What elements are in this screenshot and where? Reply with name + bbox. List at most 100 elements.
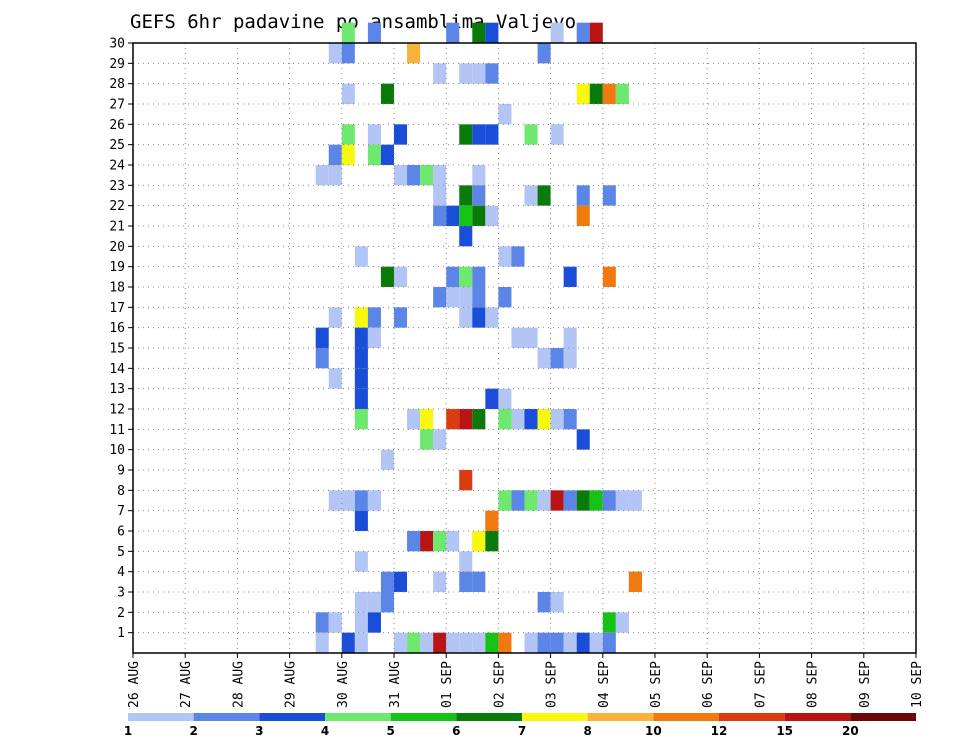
y-tick-label: 25 <box>109 138 125 153</box>
x-tick-label: 04 SEP <box>597 661 612 708</box>
heatmap-cell <box>511 409 525 430</box>
y-tick-label: 13 <box>109 382 125 397</box>
x-tick-label: 07 SEP <box>753 661 768 708</box>
y-tick-label: 22 <box>109 199 125 214</box>
x-tick-label: 01 SEP <box>440 661 455 708</box>
y-tick-label: 8 <box>117 484 125 499</box>
heatmap-cell <box>602 632 616 653</box>
heatmap-cell <box>394 266 408 287</box>
x-tick-label: 10 SEP <box>910 661 925 708</box>
heatmap-cell <box>446 287 460 308</box>
x-axis-ticks: 26 AUG 27 AUG 28 AUG 29 AUG 30 AUG 31 AUG 01 S… <box>127 653 925 708</box>
heatmap-cell <box>563 327 577 348</box>
heatmap-cell <box>367 490 381 511</box>
heatmap-cell <box>459 205 473 226</box>
heatmap-cell <box>576 22 590 43</box>
heatmap-cell <box>550 490 564 511</box>
heatmap-cell <box>354 409 368 430</box>
heatmap-cell <box>550 632 564 653</box>
y-tick-label: 28 <box>109 77 125 92</box>
colorbar-swatch <box>653 713 719 721</box>
heatmap-cell <box>472 409 486 430</box>
heatmap-cell <box>485 22 499 43</box>
heatmap-cell <box>446 531 460 552</box>
heatmap-cell <box>498 409 512 430</box>
heatmap-cell <box>354 388 368 409</box>
heatmap-cell <box>354 490 368 511</box>
heatmap-cell <box>589 22 603 43</box>
colorbar-legend: 1 2 3 4 5 6 7 8 10 12 15 20 <box>124 713 916 738</box>
heatmap-cell <box>380 144 394 165</box>
heatmap-cell <box>367 327 381 348</box>
heatmap-cell <box>615 612 629 633</box>
heatmap-cell <box>485 63 499 84</box>
x-tick-label: 26 AUG <box>127 661 142 708</box>
y-tick-label: 9 <box>117 464 125 479</box>
heatmap-cell <box>380 449 394 470</box>
heatmap-cell <box>472 571 486 592</box>
heatmap-cell <box>420 531 434 552</box>
colorbar-swatch <box>193 713 260 721</box>
heatmap-cell <box>367 612 381 633</box>
heatmap-cell <box>472 63 486 84</box>
heatmap-cell <box>589 632 603 653</box>
heatmap-cell <box>563 490 577 511</box>
heatmap-cell <box>341 144 355 165</box>
heatmap-cell <box>367 592 381 613</box>
heatmap-cell <box>367 22 381 43</box>
heatmap-cell <box>328 368 342 389</box>
heatmap-cell <box>485 531 499 552</box>
y-tick-label: 5 <box>117 545 125 560</box>
x-tick-label: 30 AUG <box>336 661 351 708</box>
colorbar-swatch <box>784 713 851 721</box>
colorbar-label: 12 <box>711 724 728 738</box>
heatmap-cell <box>498 104 512 125</box>
heatmap-cell <box>602 612 616 633</box>
y-tick-label: 10 <box>109 443 125 458</box>
heatmap-cell <box>341 43 355 64</box>
heatmap-cell <box>472 165 486 186</box>
heatmap-cell <box>341 22 355 43</box>
colorbar-swatch <box>719 713 785 721</box>
colorbar-label: 2 <box>189 724 197 738</box>
heatmap-cell <box>511 246 525 267</box>
y-tick-label: 17 <box>109 301 125 316</box>
y-tick-label: 29 <box>109 57 125 72</box>
heatmap-cell <box>315 632 329 653</box>
heatmap-cell <box>407 632 421 653</box>
heatmap-cell <box>354 510 368 531</box>
heatmap-cell <box>524 490 538 511</box>
heatmap-cell <box>498 490 512 511</box>
heatmap-cell <box>341 490 355 511</box>
heatmap-cell <box>472 287 486 308</box>
heatmap-cell <box>394 571 408 592</box>
heatmap-cell <box>433 185 447 206</box>
heatmap-cell <box>367 144 381 165</box>
y-tick-label: 19 <box>109 260 125 275</box>
y-tick-label: 30 <box>109 37 125 52</box>
heatmap-cell <box>485 632 499 653</box>
heatmap-cell <box>328 612 342 633</box>
heatmap-cell <box>550 124 564 145</box>
heatmap-cell <box>472 307 486 328</box>
heatmap-cell <box>615 83 629 104</box>
heatmap-cell <box>407 531 421 552</box>
heatmap-cell <box>576 185 590 206</box>
heatmap-cell <box>354 327 368 348</box>
heatmap-cell <box>459 470 473 491</box>
heatmap-cell <box>446 22 460 43</box>
heatmap-cell <box>315 612 329 633</box>
heatmap-cell <box>459 287 473 308</box>
heatmap-cell <box>459 185 473 206</box>
y-tick-label: 2 <box>117 606 125 621</box>
heatmap-cell <box>459 632 473 653</box>
heatmap-cell <box>433 429 447 450</box>
heatmap-cell <box>602 266 616 287</box>
heatmap-cell <box>446 205 460 226</box>
heatmap-cell <box>433 531 447 552</box>
heatmap-cell <box>315 327 329 348</box>
y-tick-label: 20 <box>109 240 125 255</box>
heatmap-cell <box>433 571 447 592</box>
heatmap-cell <box>328 144 342 165</box>
colorbar-swatch <box>259 713 325 721</box>
